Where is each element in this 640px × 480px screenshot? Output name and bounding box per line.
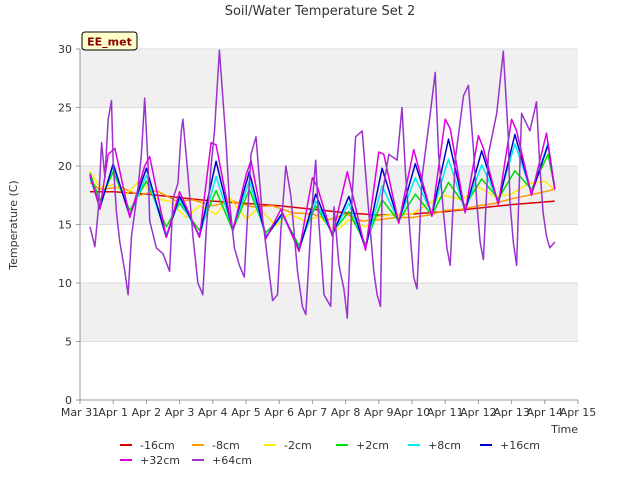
- x-tick-label: Apr 2: [132, 406, 162, 419]
- series-line-16cm: [89, 133, 556, 251]
- x-tick-label: Apr 7: [298, 406, 328, 419]
- x-tick-label: Apr 11: [427, 406, 464, 419]
- series-line-64cm: [89, 49, 556, 319]
- legend: -16cm -8cm -2cm +2cm +8cm +16cm +32cm +64cm: [120, 439, 540, 467]
- legend-label: -8cm: [212, 439, 240, 452]
- x-tick-label: Apr 1: [98, 406, 128, 419]
- x-tick-label: Apr 15: [560, 406, 597, 419]
- x-tick-label: Mar 31: [61, 406, 99, 419]
- x-tick-label: Apr 6: [264, 406, 294, 419]
- x-tick-label: Apr 13: [493, 406, 530, 419]
- x-tick-label: Apr 4: [198, 406, 228, 419]
- grid-band: [80, 49, 578, 108]
- y-tick-label: 15: [58, 219, 72, 232]
- legend-label: -16cm: [140, 439, 175, 452]
- x-tick-label: Apr 12: [460, 406, 497, 419]
- grid-band: [80, 283, 578, 342]
- legend-label: -2cm: [284, 439, 312, 452]
- legend-label: +64cm: [212, 454, 252, 467]
- y-axis-label: Temperature (C): [7, 180, 20, 270]
- legend-label: +32cm: [140, 454, 180, 467]
- x-tick-label: Apr 10: [394, 406, 431, 419]
- y-tick-label: 30: [58, 43, 72, 56]
- x-tick-label: Apr 8: [331, 406, 361, 419]
- x-tick-label: Apr 14: [527, 406, 564, 419]
- y-tick-label: 20: [58, 160, 72, 173]
- station-badge-box: [81, 31, 138, 51]
- legend-label: +2cm: [356, 439, 389, 452]
- station-badge-label: EE_met: [87, 36, 132, 49]
- y-tick-label: 10: [58, 277, 72, 290]
- x-axis-label: Time: [550, 423, 578, 436]
- y-tick-label: 5: [65, 336, 72, 349]
- y-tick-label: 0: [65, 394, 72, 407]
- x-tick-label: Apr 3: [165, 406, 195, 419]
- series-group: [89, 49, 556, 319]
- x-tick-label: Apr 5: [231, 406, 261, 419]
- legend-label: +8cm: [428, 439, 461, 452]
- y-tick-label: 25: [58, 102, 72, 115]
- station-badge: EE_met: [81, 31, 138, 51]
- legend-label: +16cm: [500, 439, 540, 452]
- chart-title: Soil/Water Temperature Set 2: [225, 4, 416, 19]
- x-tick-label: Apr 9: [364, 406, 394, 419]
